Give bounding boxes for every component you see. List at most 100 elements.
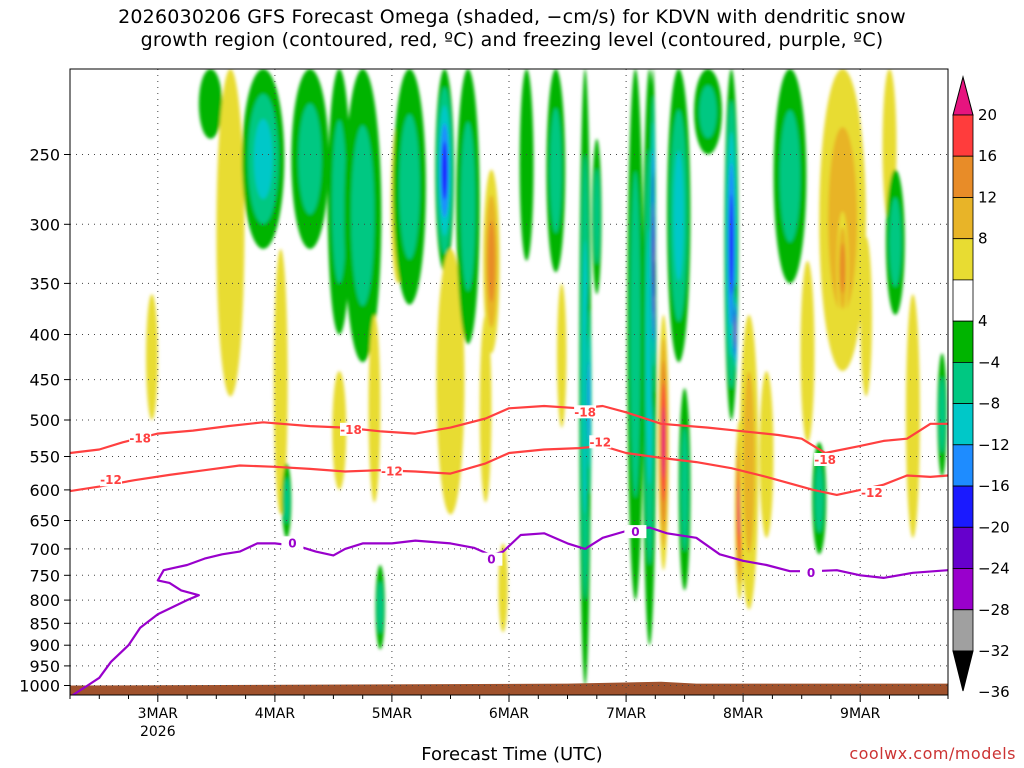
omega-cell-34-4 — [729, 194, 734, 295]
omega-cell-7-1 — [332, 120, 347, 284]
contour-label-1-0: -12 — [100, 473, 122, 487]
contour-label-bg — [814, 453, 837, 466]
colorbar-bin-5 — [952, 279, 974, 322]
colorbar-bin-2 — [952, 155, 974, 198]
x-tick-label-4MAR: 4MAR — [255, 706, 296, 722]
omega-cell-33-1 — [699, 85, 717, 138]
omega-cell-14-4 — [441, 141, 448, 200]
omega-cell-44-0 — [860, 236, 872, 397]
omega-cell-8-0 — [332, 371, 347, 490]
y-tick-label-750: 750 — [29, 566, 60, 585]
x-tick-label-6MAR: 6MAR — [489, 706, 530, 722]
colorbar-label-7: −12 — [978, 436, 1010, 454]
omega-cell-18-0 — [479, 314, 492, 503]
y-tick-label-900: 900 — [29, 636, 60, 655]
omega-cell-38-0 — [759, 371, 774, 538]
contour-lines: -18 -18 -18 -18 -12 -12 -12 -12 0 0 0 0 — [70, 404, 948, 695]
omega-cell-40-0 — [800, 260, 815, 443]
omega-cell-35-6 — [734, 321, 736, 342]
contour-label-bg — [800, 565, 822, 579]
omega-cell-32-1 — [681, 427, 689, 552]
x-tick-label-9MAR: 9MAR — [840, 706, 881, 722]
chart-title: 2026030206 GFS Forecast Omega (shaded, −… — [0, 6, 1024, 52]
omega-cell-39-1 — [779, 110, 801, 243]
contour-label-bg — [340, 422, 362, 436]
colorbar-label-5: −4 — [978, 353, 1000, 371]
y-tick-label-600: 600 — [29, 481, 60, 500]
y-tick-label-350: 350 — [29, 274, 60, 293]
contour-dgz-0 — [70, 404, 948, 455]
colorbar-label-8: −16 — [978, 477, 1010, 495]
colorbar-label-0: 20 — [978, 106, 997, 124]
colorbar-label-3: 8 — [978, 230, 988, 248]
x-tick-label-7MAR: 7MAR — [606, 706, 647, 722]
colorbar-bottom-arrow — [952, 650, 974, 692]
colorbar-label-10: −24 — [978, 560, 1010, 578]
omega-cell-26-1 — [630, 171, 641, 498]
omega-cell-9-1 — [351, 125, 375, 306]
colorbar-bin-10 — [952, 485, 974, 528]
colorbar-bin-12 — [952, 568, 974, 611]
colorbar-label-4: 4 — [978, 312, 988, 330]
contour-label-2-2: 0 — [631, 525, 639, 539]
omega-colorbar: 20 16 12 8 4 −4 −8 −12 −16 −20 −24 −28 −32 −36 — [952, 75, 1010, 701]
contour-label-bg — [380, 464, 403, 478]
colorbar-label-1: 16 — [978, 147, 997, 165]
omega-cell-46-1 — [889, 197, 902, 287]
omega-cell-41-1 — [814, 463, 824, 533]
colorbar-label-9: −20 — [978, 518, 1010, 536]
site-credit: coolwx.com/models — [849, 744, 1016, 763]
colorbar-label-6: −8 — [978, 395, 1000, 413]
omega-cell-17-2 — [487, 220, 495, 303]
contour-label-0-1: -18 — [340, 423, 362, 437]
x-tick-year: 2026 — [140, 724, 176, 740]
contour-label-0-2: -18 — [574, 405, 596, 419]
omega-cell-3-2 — [253, 119, 273, 199]
colorbar-bin-8 — [952, 403, 974, 446]
y-tick-label-250: 250 — [29, 146, 60, 165]
omega-cell-21-1 — [550, 108, 562, 234]
y-tick-label-400: 400 — [29, 326, 60, 345]
x-tick-label-5MAR: 5MAR — [372, 706, 413, 722]
omega-cell-48-1 — [939, 377, 945, 453]
contour-label-0-0: -18 — [129, 432, 151, 446]
colorbar-bin-7 — [952, 361, 974, 404]
omega-cell-47-0 — [905, 294, 920, 538]
omega-cell-1-0 — [198, 69, 223, 139]
contour-label-bg — [281, 536, 304, 550]
y-tick-label-650: 650 — [29, 512, 60, 531]
title-line-2: growth region (contoured, red, ºC) and f… — [140, 29, 884, 51]
omega-cell-0-0 — [146, 294, 158, 420]
y-tick-label-700: 700 — [29, 540, 60, 559]
colorbar-bin-13 — [952, 609, 974, 652]
colorbar-bin-1 — [952, 114, 974, 157]
omega-cell-24-3 — [587, 360, 590, 444]
contour-label-bg — [574, 405, 597, 419]
terrain-fill — [70, 681, 948, 695]
colorbar-bin-11 — [952, 526, 974, 569]
omega-cell-25-1 — [593, 168, 600, 265]
contour-freezing-2 — [70, 526, 948, 695]
colorbar-label-11: −28 — [978, 601, 1010, 619]
y-tick-label-500: 500 — [29, 411, 60, 430]
omega-cell-20-0 — [519, 69, 534, 261]
contour-label-2-0: 0 — [288, 536, 296, 550]
omega-cell-22-0 — [557, 283, 567, 428]
time-axis: 3MAR 2026 4MAR 5MAR 6MAR 7MAR 8MAR 9MAR — [69, 695, 949, 740]
colorbar-label-12: −32 — [978, 642, 1010, 660]
x-axis-label: Forecast Time (UTC) — [421, 744, 603, 765]
colorbar-top-arrow — [952, 75, 974, 116]
y-tick-label-800: 800 — [29, 591, 60, 610]
omega-cell-30-4 — [662, 406, 665, 479]
colorbar-bin-3 — [952, 197, 974, 240]
omega-cell-2-0 — [216, 69, 245, 397]
colorbar-label-2: 12 — [978, 189, 997, 207]
contour-label-bg — [624, 525, 647, 539]
colorbar-label-13: −36 — [978, 683, 1010, 701]
contour-label-1-3: -12 — [861, 486, 883, 500]
x-tick-label-3MAR: 3MAR — [138, 706, 179, 722]
omega-cell-6-1 — [298, 103, 322, 215]
contour-label-1-1: -12 — [381, 465, 403, 479]
x-tick-label-8MAR: 8MAR — [723, 706, 764, 722]
